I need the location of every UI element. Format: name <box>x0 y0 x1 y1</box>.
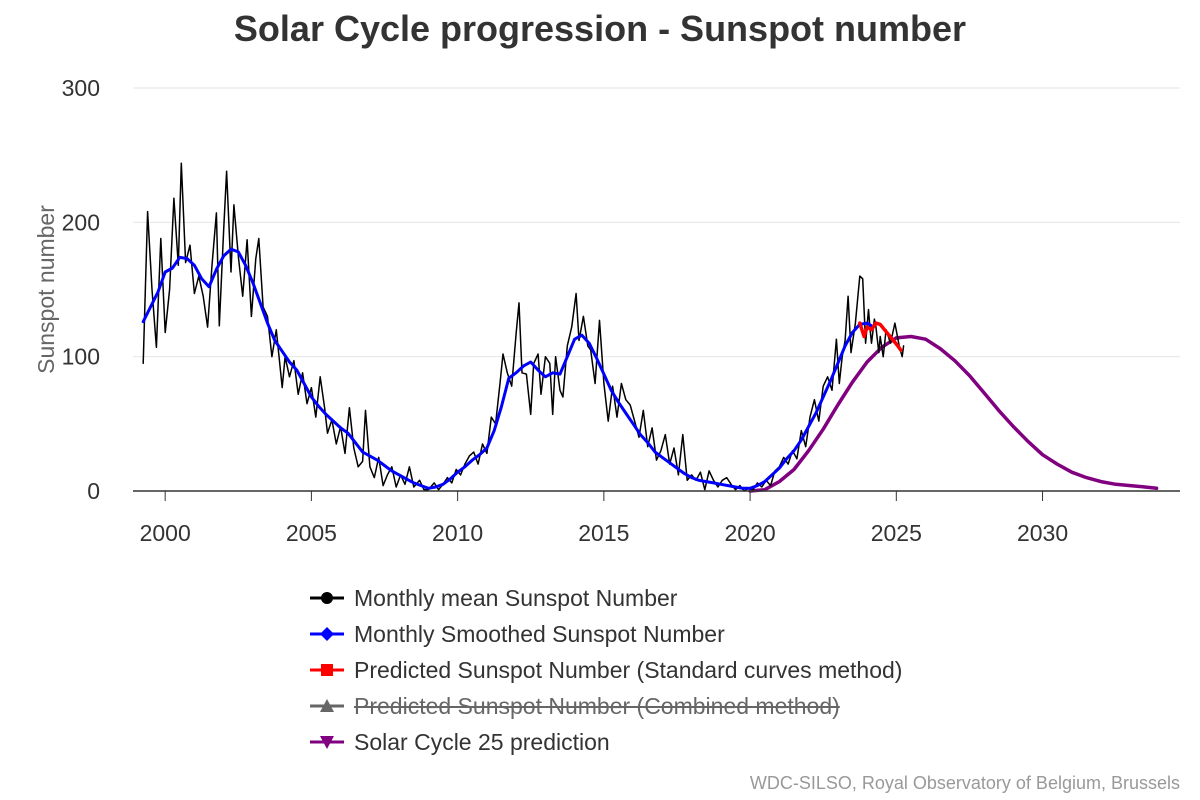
x-tick-label: 2005 <box>286 520 337 546</box>
y-tick-label: 300 <box>62 75 100 101</box>
axes: 0 100 200 300 2000 2005 2010 2015 2020 2025 2030 Su… <box>33 75 1180 546</box>
y-tick-label: 100 <box>62 344 100 370</box>
legend: Monthly mean Sunspot Number Monthly Smoot… <box>310 580 902 760</box>
legend-item[interactable]: Monthly mean Sunspot Number <box>310 580 902 616</box>
legend-diamond-icon <box>310 627 344 641</box>
legend-item[interactable]: Solar Cycle 25 prediction <box>310 724 902 760</box>
x-tick-label: 2010 <box>432 520 483 546</box>
legend-triangle-icon <box>310 699 344 712</box>
x-tick-label: 2015 <box>578 520 629 546</box>
x-tick-label: 2030 <box>1017 520 1068 546</box>
credits[interactable]: WDC-SILSO, Royal Observatory of Belgium,… <box>749 773 1180 793</box>
y-tick-label: 200 <box>62 209 100 235</box>
legend-label: Monthly mean Sunspot Number <box>354 584 678 611</box>
series-layer <box>141 162 1159 493</box>
series-cycle25-prediction[interactable] <box>748 334 1159 493</box>
x-tick-label: 2020 <box>725 520 776 546</box>
series-monthly-smoothed[interactable] <box>141 247 873 490</box>
chart-title: Solar Cycle progression - Sunspot number <box>233 8 967 49</box>
y-axis-title: Sunspot number <box>33 205 59 374</box>
y-tick-label: 0 <box>87 478 100 504</box>
legend-item[interactable]: Predicted Sunspot Number (Combined metho… <box>310 688 902 724</box>
x-tick-label: 2000 <box>140 520 191 546</box>
legend-label: Monthly Smoothed Sunspot Number <box>354 620 725 647</box>
legend-label: Predicted Sunspot Number (Standard curve… <box>354 656 903 683</box>
legend-item[interactable]: Predicted Sunspot Number (Standard curve… <box>310 652 902 688</box>
legend-item[interactable]: Monthly Smoothed Sunspot Number <box>310 616 902 652</box>
legend-square-icon <box>310 664 344 676</box>
legend-label: Solar Cycle 25 prediction <box>354 728 610 755</box>
series-monthly-mean[interactable] <box>142 162 905 492</box>
legend-circle-icon <box>310 592 344 604</box>
series-predicted-standard[interactable] <box>858 321 903 352</box>
legend-triangle-down-icon <box>310 736 344 749</box>
grid-lines <box>133 87 1180 358</box>
x-tick-label: 2025 <box>871 520 922 546</box>
legend-label: Predicted Sunspot Number (Combined metho… <box>354 692 840 719</box>
